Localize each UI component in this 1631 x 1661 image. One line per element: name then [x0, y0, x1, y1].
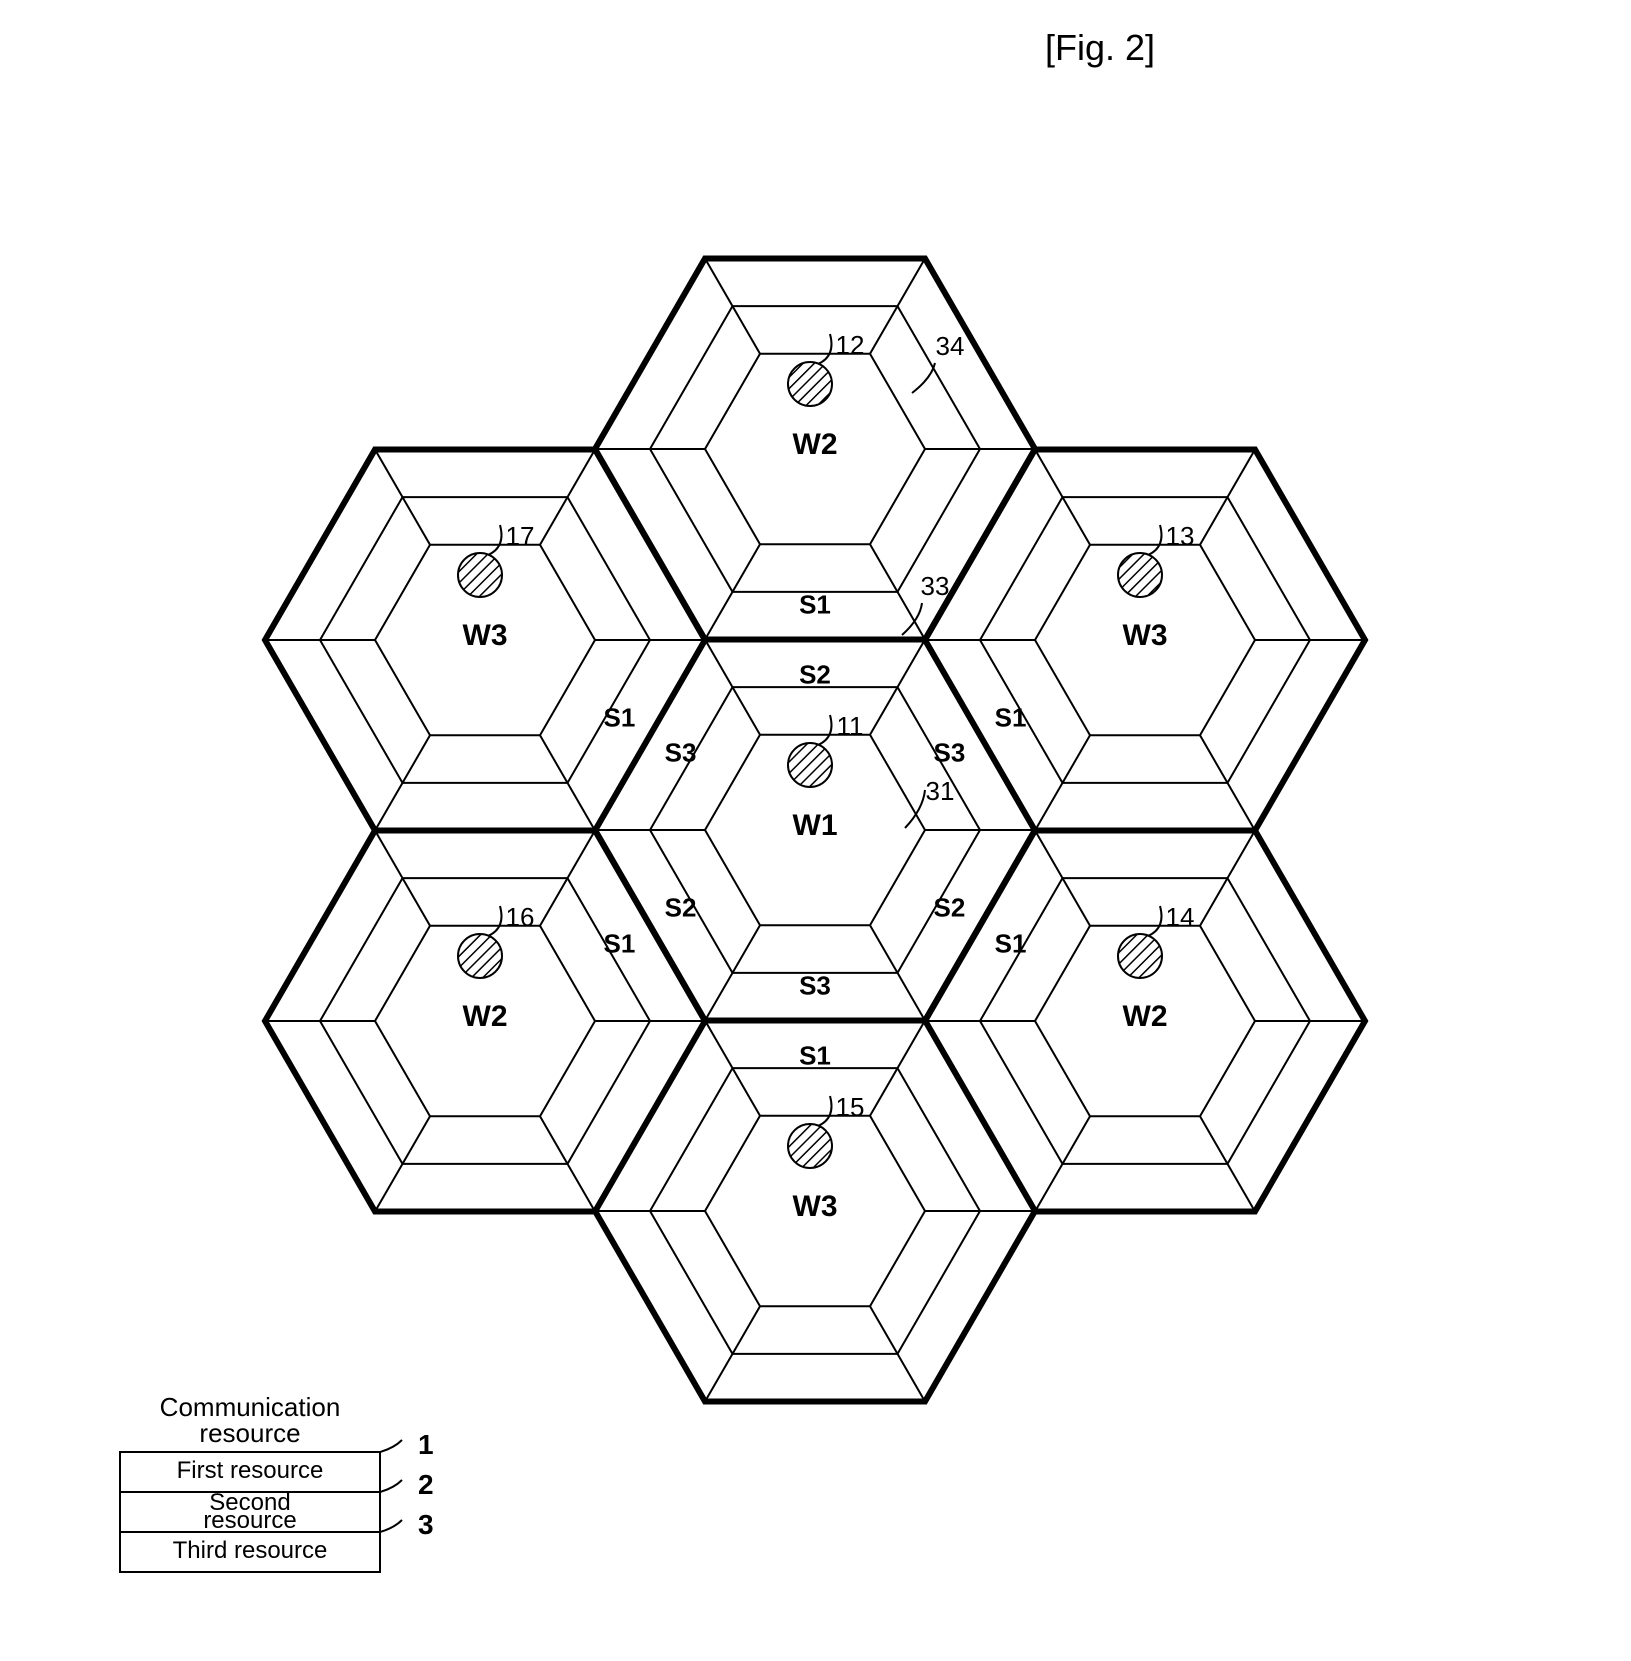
s-label: S1 — [799, 589, 831, 619]
cell-number: 15 — [836, 1092, 865, 1122]
cell-number: 11 — [837, 711, 864, 741]
s-label: S3 — [934, 737, 966, 767]
figure-svg: [Fig. 2] 11W1S2S3S2S3S2S3313212W2S133341… — [0, 0, 1631, 1661]
w-label: W2 — [793, 428, 838, 461]
cell-number: 12 — [836, 330, 865, 360]
legend-num: 2 — [418, 1469, 434, 1500]
s-label: S2 — [799, 660, 831, 690]
ref-tag: 34 — [936, 331, 965, 361]
base-station-icon — [788, 362, 832, 406]
legend-group: CommunicationresourceFirst resource1Seco… — [120, 1392, 434, 1572]
legend-leader — [380, 1520, 402, 1532]
s-label: S1 — [604, 928, 636, 958]
legend-title: resource — [199, 1418, 300, 1448]
w-label: W3 — [793, 1190, 838, 1223]
cell-number: 16 — [506, 902, 535, 932]
w-label: W3 — [1123, 619, 1168, 652]
figure-title: [Fig. 2] — [1045, 27, 1155, 68]
s-label: S1 — [799, 1041, 831, 1071]
legend-leader — [380, 1480, 402, 1492]
legend-text: Third resource — [173, 1537, 328, 1564]
cell-number: 17 — [506, 521, 535, 551]
legend-text: First resource — [177, 1457, 324, 1484]
legend-num: 3 — [418, 1509, 434, 1540]
s-label: S1 — [995, 928, 1027, 958]
w-label: W2 — [1123, 1000, 1168, 1033]
base-station-icon — [1118, 553, 1162, 597]
legend-text: resource — [203, 1507, 296, 1534]
base-station-icon — [458, 553, 502, 597]
ref-tag: 33 — [921, 571, 950, 601]
w-label: W3 — [463, 619, 508, 652]
base-station-icon — [458, 934, 502, 978]
legend-num: 1 — [418, 1429, 434, 1460]
s-label: S3 — [799, 970, 831, 1000]
base-station-icon — [1118, 934, 1162, 978]
base-station-icon — [788, 1124, 832, 1168]
s-label: S2 — [665, 893, 697, 923]
s-label: S1 — [604, 703, 636, 733]
cell-number: 14 — [1166, 902, 1195, 932]
s-label: S3 — [665, 737, 697, 767]
s-label: S2 — [934, 893, 966, 923]
s-label: S1 — [995, 703, 1027, 733]
base-station-icon — [788, 743, 832, 787]
hex-cells: 11W1S2S3S2S3S2S3313212W2S1333413W3S114W2… — [265, 258, 1365, 1401]
w-label: W1 — [793, 809, 838, 842]
ref-tag: 31 — [926, 776, 955, 806]
w-label: W2 — [463, 1000, 508, 1033]
cell-number: 13 — [1166, 521, 1195, 551]
legend-leader — [380, 1440, 402, 1452]
